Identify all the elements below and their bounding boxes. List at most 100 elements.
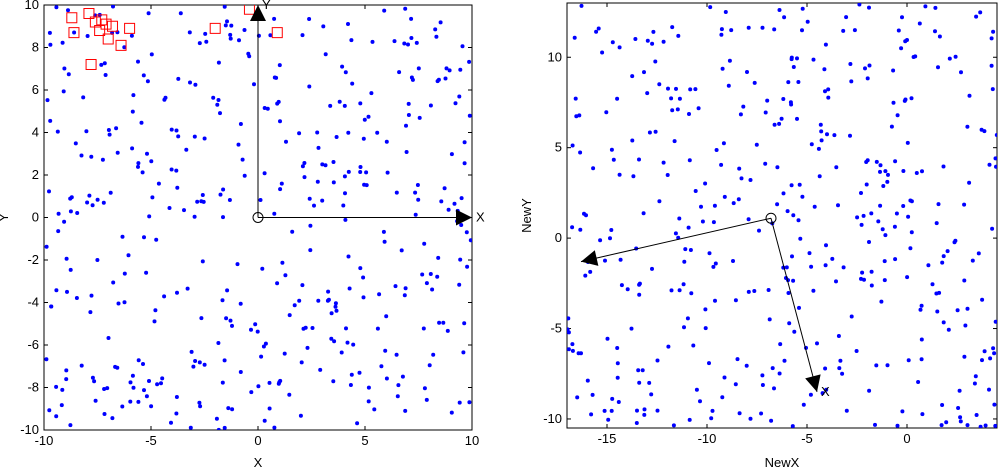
- data-point: [318, 367, 323, 372]
- data-point: [262, 106, 267, 110]
- data-point: [826, 87, 831, 92]
- data-point: [585, 378, 590, 383]
- data-point: [746, 25, 751, 30]
- data-point: [379, 364, 384, 369]
- data-point: [869, 211, 874, 216]
- data-point: [956, 406, 961, 410]
- data-point: [992, 351, 997, 356]
- data-point: [111, 280, 116, 285]
- data-point: [759, 411, 764, 416]
- data-point: [413, 190, 418, 195]
- data-point: [129, 33, 134, 38]
- data-point: [162, 294, 167, 299]
- y-tick-label: 0: [32, 210, 39, 225]
- data-point: [923, 4, 928, 9]
- data-point: [757, 228, 761, 233]
- data-point: [431, 352, 436, 357]
- data-point: [735, 357, 740, 362]
- data-point: [666, 344, 671, 349]
- data-point: [878, 169, 882, 174]
- data-point: [328, 103, 333, 108]
- data-point: [136, 59, 140, 64]
- data-point: [935, 309, 940, 314]
- data-point: [941, 164, 946, 169]
- data-point: [142, 388, 146, 393]
- data-point: [120, 234, 125, 239]
- data-point: [914, 171, 919, 175]
- data-point: [820, 391, 825, 396]
- data-point: [640, 368, 645, 373]
- data-point: [860, 270, 865, 275]
- data-point: [441, 320, 446, 325]
- data-point: [92, 379, 97, 384]
- data-point: [878, 203, 883, 208]
- data-point: [575, 395, 580, 400]
- highlighted-point: [115, 39, 127, 51]
- data-point: [403, 408, 408, 413]
- data-point: [958, 419, 963, 424]
- data-point: [727, 58, 732, 63]
- data-point: [579, 3, 584, 8]
- data-point: [962, 354, 967, 359]
- data-point: [375, 130, 380, 135]
- data-point: [95, 197, 100, 202]
- data-point: [832, 133, 837, 138]
- data-point: [315, 130, 320, 135]
- data-point: [800, 6, 805, 11]
- data-point: [955, 308, 960, 313]
- data-point: [55, 129, 60, 134]
- data-point: [345, 340, 350, 345]
- data-point: [54, 288, 59, 293]
- data-point: [404, 123, 408, 128]
- data-point: [696, 106, 701, 111]
- data-point: [712, 203, 717, 208]
- data-point: [272, 75, 277, 80]
- data-point: [222, 358, 227, 363]
- data-point: [305, 345, 310, 350]
- data-point: [299, 360, 304, 365]
- data-point: [149, 404, 154, 409]
- data-point: [934, 221, 939, 226]
- data-point: [358, 101, 363, 106]
- y-tick-label: 2: [32, 167, 39, 182]
- data-point: [650, 41, 655, 46]
- data-point: [216, 60, 221, 65]
- data-point: [462, 140, 467, 145]
- data-point: [824, 243, 828, 248]
- data-point: [238, 301, 243, 306]
- data-point: [383, 348, 388, 353]
- data-point: [56, 211, 61, 216]
- y-tick-label: -8: [27, 380, 39, 395]
- data-point: [666, 86, 670, 91]
- data-point: [238, 370, 243, 374]
- data-point: [60, 40, 65, 45]
- data-point: [187, 30, 192, 35]
- data-point: [721, 141, 726, 146]
- data-point: [130, 146, 135, 151]
- data-point: [347, 286, 352, 291]
- plot-area: [44, 5, 472, 430]
- data-point: [920, 169, 924, 174]
- data-point: [225, 288, 230, 293]
- data-point: [819, 138, 824, 143]
- data-point: [707, 251, 712, 256]
- data-point: [862, 277, 866, 282]
- data-point: [791, 65, 796, 69]
- data-point: [262, 418, 267, 423]
- data-point: [174, 128, 179, 133]
- data-point: [331, 379, 336, 384]
- data-point: [617, 172, 622, 177]
- data-point: [567, 347, 571, 352]
- data-point: [90, 203, 95, 208]
- data-point: [193, 359, 198, 363]
- data-point: [905, 275, 910, 280]
- data-point: [882, 259, 887, 264]
- data-point: [611, 157, 616, 162]
- data-point: [787, 321, 792, 326]
- data-point: [402, 293, 407, 298]
- data-point: [893, 257, 898, 262]
- y-tick-label: -10: [20, 422, 39, 437]
- data-point: [816, 146, 821, 151]
- data-point: [358, 170, 363, 174]
- data-point: [256, 384, 261, 389]
